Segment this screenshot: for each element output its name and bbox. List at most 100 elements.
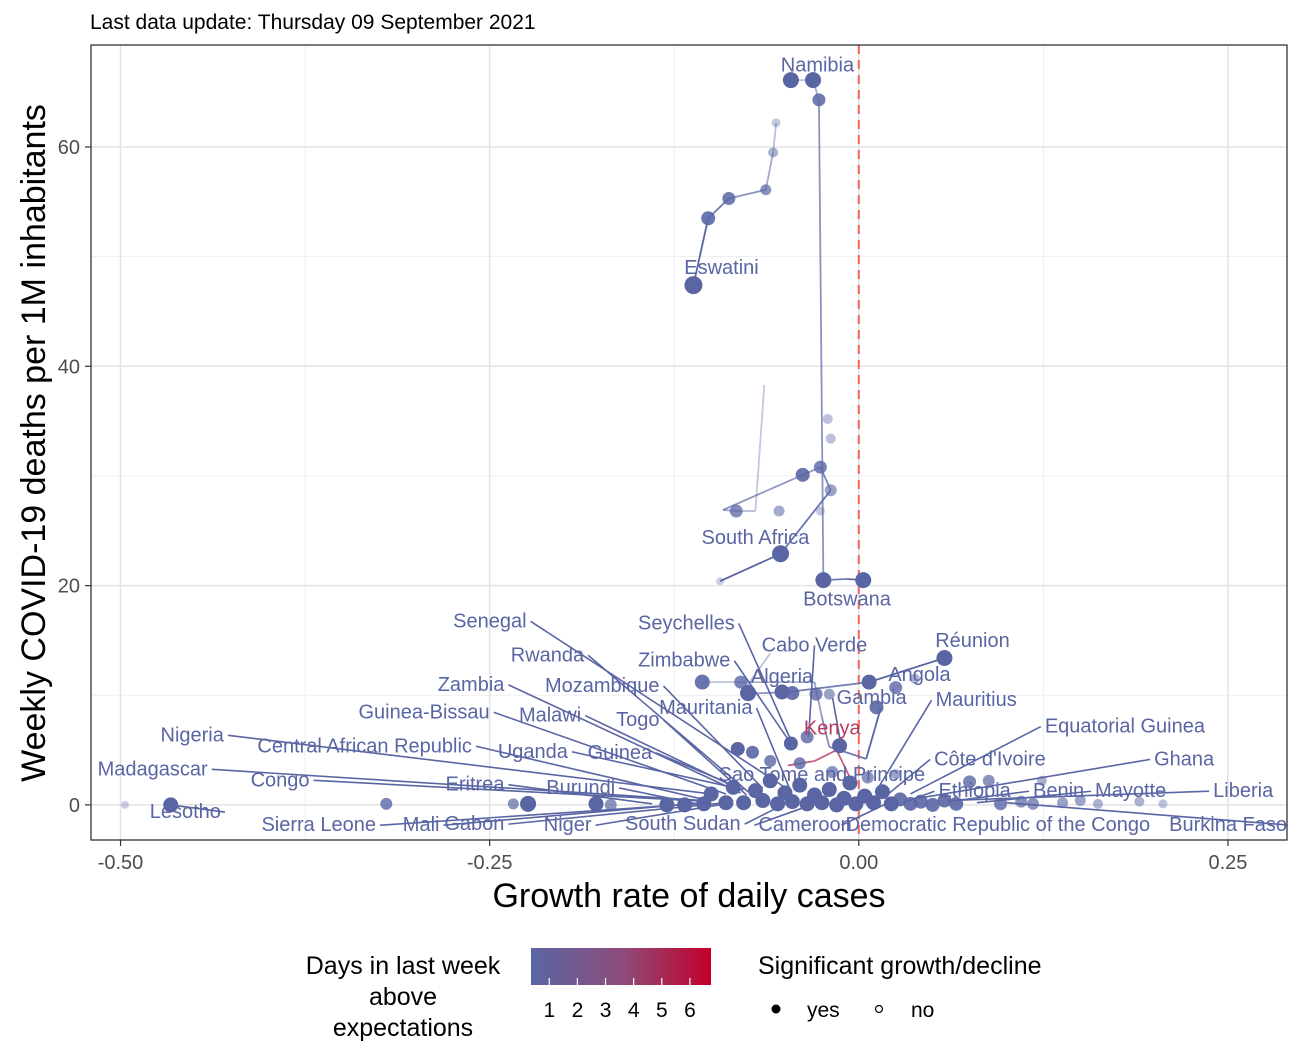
data-point-74	[874, 784, 890, 800]
data-point-3	[760, 184, 772, 196]
data-point-70	[842, 775, 858, 791]
data-point-80	[937, 793, 952, 808]
data-point-66	[814, 795, 830, 811]
point-layer	[120, 72, 1168, 813]
label-connector-23	[475, 745, 704, 801]
data-point-21	[936, 649, 953, 666]
y-tick-label-2: 40	[58, 356, 80, 378]
data-point-86	[1027, 797, 1040, 810]
country-label-18: Malawi	[519, 705, 581, 727]
data-point-78	[913, 794, 928, 809]
data-point-1	[701, 211, 716, 226]
data-point-11	[772, 545, 790, 563]
data-point-55	[725, 779, 741, 795]
country-label-14: Gambia	[837, 687, 908, 709]
country-label-6: Cabo Verde	[762, 634, 868, 656]
y-tick-label-1: 20	[58, 576, 80, 598]
country-label-22: Nigeria	[161, 724, 225, 746]
label-connector-44	[841, 801, 889, 826]
trail-0-segment-1	[764, 152, 775, 190]
color-tick-label-3: 4	[628, 999, 640, 1022]
data-point-42	[890, 769, 901, 780]
country-label-7: Réunion	[935, 630, 1010, 652]
trail-2-segment-0	[754, 384, 766, 512]
data-point-19	[822, 413, 833, 424]
data-point-88	[1057, 797, 1069, 809]
data-point-56	[736, 795, 752, 811]
country-label-41: Niger	[544, 814, 592, 836]
trail-3-segment-0	[748, 653, 771, 683]
x-tick-label-2: 0.00	[839, 852, 878, 874]
label-connector-13	[662, 685, 764, 790]
x-tick-label-1: -0.25	[467, 852, 513, 874]
data-point-91	[1134, 796, 1145, 807]
data-point-44	[120, 800, 129, 809]
trail-4-segment-5	[865, 707, 882, 760]
trail-3-segment-3	[787, 681, 870, 693]
country-label-29: Sao Tome and Principe	[719, 764, 925, 786]
data-point-48	[588, 796, 604, 812]
data-point-9	[815, 572, 832, 589]
label-connector-28	[211, 768, 704, 802]
color-legend-title: Days in last week above expectations	[306, 952, 501, 1042]
data-point-34	[783, 736, 798, 751]
label-connector-21	[910, 725, 1042, 795]
label-connector-31	[508, 783, 653, 805]
trail-4-segment-3	[821, 716, 831, 748]
data-point-6	[782, 72, 799, 89]
country-label-39: Mali	[403, 814, 440, 836]
label-connector-27	[917, 758, 1151, 800]
color-tick-label-4: 5	[656, 999, 668, 1022]
country-label-2: South Africa	[702, 527, 811, 549]
shape-legend-title: Significant growth/decline	[758, 952, 1042, 980]
data-point-60	[770, 796, 786, 812]
data-point-27	[785, 686, 800, 701]
label-connector-30	[313, 779, 712, 803]
country-label-5: Seychelles	[638, 612, 735, 634]
country-label-4: Senegal	[453, 610, 526, 632]
color-tick-label-1: 2	[572, 999, 584, 1022]
country-label-11: Algeria	[751, 666, 814, 688]
color-legend-title-line-2: above	[369, 983, 437, 1011]
data-point-36	[730, 741, 745, 756]
label-connector-4	[530, 620, 786, 789]
data-point-46	[507, 798, 519, 810]
data-point-2	[722, 192, 736, 206]
data-point-28	[809, 687, 823, 701]
data-point-23	[889, 681, 903, 695]
data-point-33	[832, 738, 848, 754]
country-label-3: Botswana	[803, 588, 892, 610]
country-label-45: Burkina Faso	[1169, 814, 1287, 836]
data-point-59	[762, 773, 778, 789]
y-axis-ticks: 0 20 40 60	[58, 137, 91, 817]
trail-0-segment-4	[692, 218, 710, 286]
country-label-12: Zambia	[438, 674, 506, 696]
country-label-43: Cameroon	[758, 814, 851, 836]
country-label-31: Eritrea	[446, 774, 506, 796]
country-label-37: Lesotho	[150, 801, 221, 823]
country-label-9: Zimbabwe	[638, 650, 730, 672]
label-connector-22	[227, 734, 712, 795]
label-connector-24	[571, 750, 738, 790]
label-connector-14	[831, 697, 842, 746]
data-point-50	[659, 797, 675, 813]
color-tick-label-2: 3	[600, 999, 612, 1022]
data-point-18	[716, 577, 725, 586]
data-point-13	[813, 460, 827, 474]
country-label-30: Congo	[251, 769, 310, 791]
country-label-24: Uganda	[498, 741, 569, 763]
data-point-69	[836, 790, 852, 806]
data-point-16	[773, 505, 785, 517]
data-point-31	[734, 675, 748, 689]
country-label-27: Ghana	[1154, 748, 1215, 770]
label-connector-26	[887, 758, 931, 795]
legend-no-label: no	[911, 999, 934, 1022]
data-point-82	[963, 775, 977, 789]
data-point-24	[909, 673, 920, 684]
y-axis-title: Weekly COVID-19 deaths per 1M inhabitant…	[15, 104, 53, 782]
data-point-89	[1074, 795, 1086, 807]
country-label-15: Mauritius	[936, 689, 1017, 711]
x-tick-label-3: 0.25	[1208, 852, 1247, 874]
label-connector-9	[733, 660, 794, 747]
data-point-40	[826, 766, 839, 779]
